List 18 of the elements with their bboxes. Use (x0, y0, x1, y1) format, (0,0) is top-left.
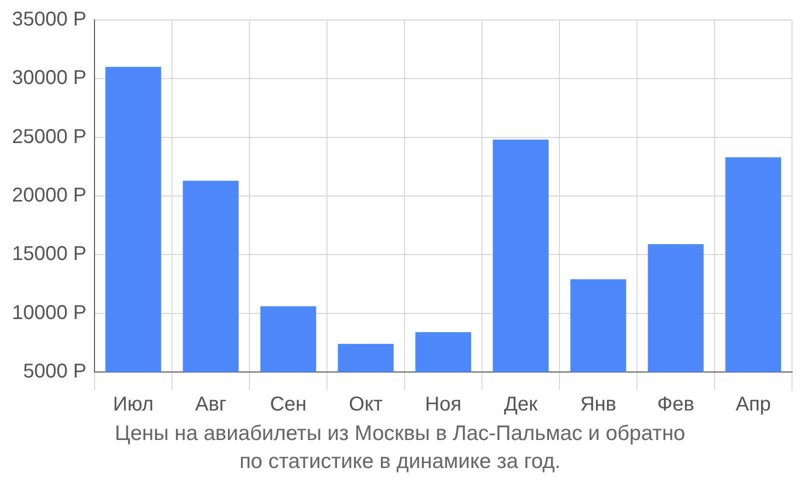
text: по статистике в динамике за год. (238, 449, 562, 475)
x-tick-label: Янв (580, 394, 616, 416)
x-tick-label: Ноя (425, 394, 462, 416)
y-tick-label: 5000 Р (23, 360, 87, 383)
x-tick-label: Сен (270, 394, 307, 416)
x-tick-label: Окт (348, 394, 383, 416)
y-tick-label: 20000 Р (12, 184, 87, 207)
x-tick-label: Апр (736, 394, 771, 416)
x-tick-label: Дек (504, 394, 538, 416)
y-tick-label: 25000 Р (12, 126, 87, 148)
x-tick-label: Фев (657, 394, 694, 416)
y-tick-label: 35000 Р (12, 8, 87, 31)
x-tick-label: Июл (112, 394, 154, 416)
text: Цены на авиабилеты из Москвы в Лас-Пальмас и обратно (114, 421, 686, 447)
x-tick-label: Авг (195, 394, 226, 416)
y-tick-label: 15000 Р (12, 243, 87, 266)
y-tick-label: 30000 Р (12, 67, 87, 90)
y-tick-label: 10000 Р (12, 302, 87, 324)
